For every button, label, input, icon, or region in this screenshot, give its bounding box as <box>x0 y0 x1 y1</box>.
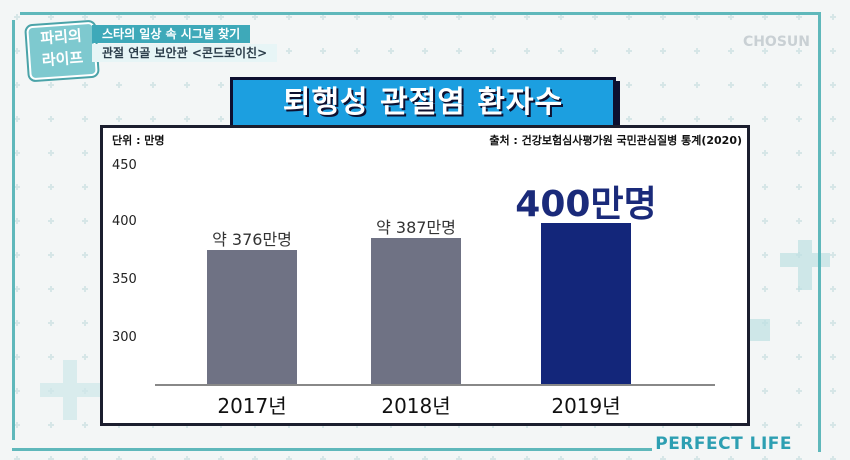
frame-bottom <box>12 448 652 451</box>
bar-2019년 <box>541 222 631 384</box>
channel-watermark: CHOSUN <box>742 34 810 50</box>
frame-left <box>12 20 15 440</box>
y-tick-label: 300 <box>112 330 137 345</box>
caption-line1: 스타의 일상 속 시그널 찾기 <box>92 25 251 43</box>
frame-right <box>818 12 821 452</box>
unit-label: 단위 : 만명 <box>112 134 165 147</box>
caption-line2: 관절 연골 보안관 <콘드로이친> <box>92 44 278 62</box>
frame-top <box>20 12 820 15</box>
y-tick-label: 400 <box>112 214 137 229</box>
x-tick-label: 2019년 <box>551 394 621 418</box>
y-tick-label: 450 <box>112 158 137 173</box>
source-label: 출처 : 건강보험심사평가원 국민관심질병 통계(2020) <box>489 134 742 147</box>
logo-line2: 라이프 <box>41 48 84 70</box>
x-tick-label: 2017년 <box>217 394 287 418</box>
data-label: 약 387만명 <box>376 217 456 237</box>
bar-2017년 <box>207 250 297 384</box>
show-logo: 파리의 라이프 <box>26 21 98 81</box>
data-label: 400만명 <box>515 183 657 225</box>
data-label: 약 376만명 <box>212 230 292 250</box>
x-tick-label: 2018년 <box>381 394 451 418</box>
bar-2018년 <box>371 237 461 384</box>
brand-label: PERFECT LIFE <box>655 434 792 454</box>
x-axis-baseline <box>155 384 715 386</box>
chart-title-box: 퇴행성 관절염 환자수 <box>230 77 616 128</box>
chart-title: 퇴행성 관절염 환자수 <box>282 85 564 120</box>
y-tick-label: 350 <box>112 272 137 287</box>
